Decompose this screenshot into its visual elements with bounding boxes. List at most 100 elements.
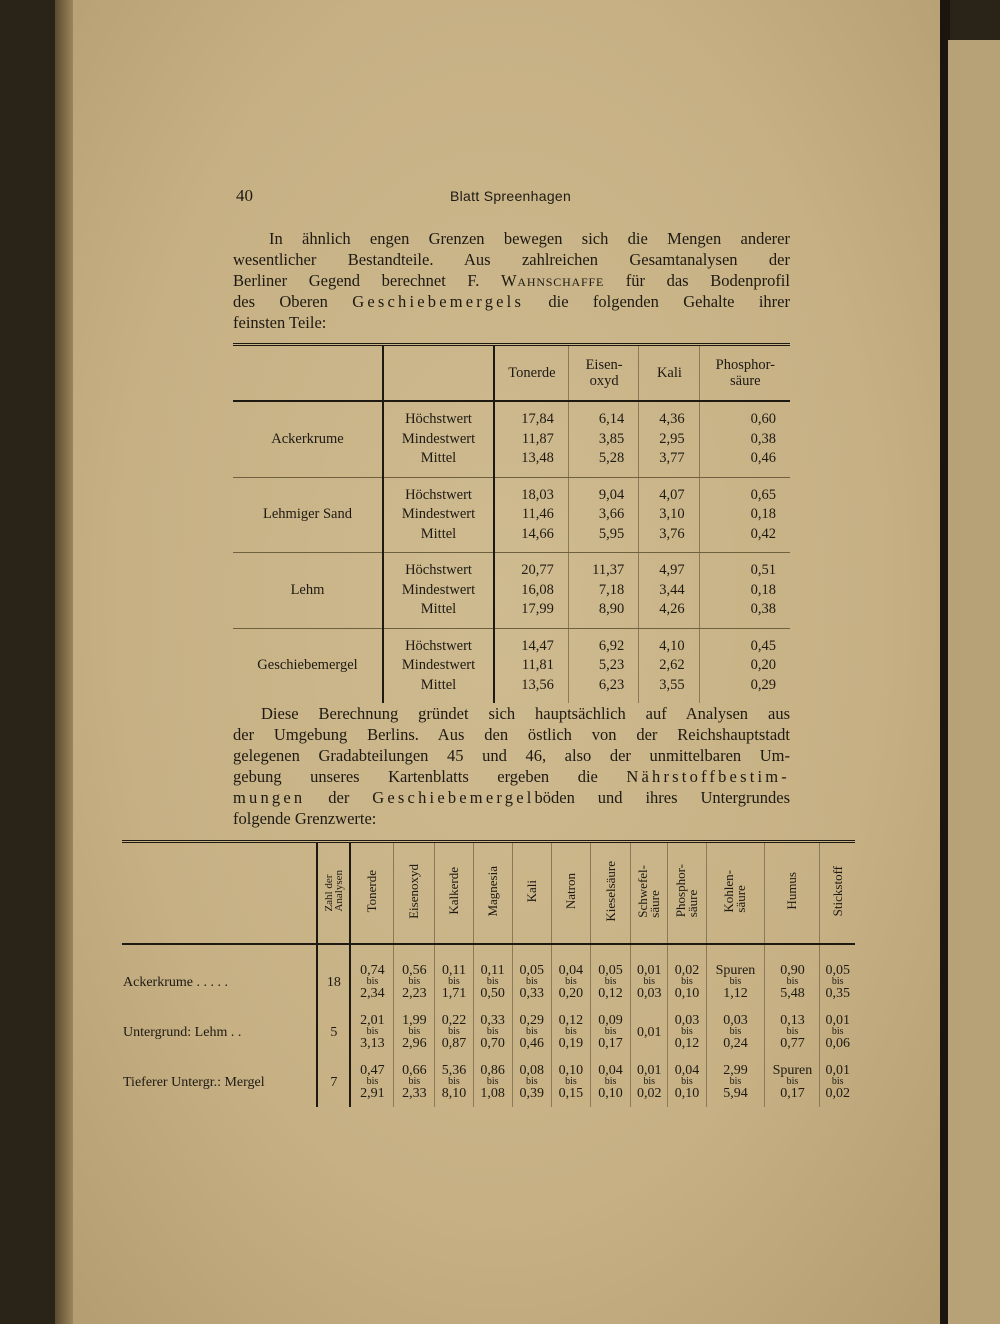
row-label: Mittel (420, 450, 457, 466)
text-segment: mungen (233, 788, 306, 807)
range-min: 2,99 (723, 1063, 748, 1078)
range-min: 0,86 (480, 1063, 505, 1078)
value: 3,77 (659, 450, 685, 466)
range-max: 1,12 (723, 986, 748, 1001)
range-cell: 0,04 bis 0,10 (590, 1057, 632, 1107)
range-max: 0,19 (558, 1036, 584, 1051)
text-segment: Wahnschaffe (501, 271, 605, 290)
range-max: 1,08 (480, 1086, 505, 1101)
range-min: Spuren (715, 963, 756, 978)
column-header-text: Tonerde (364, 869, 380, 913)
paragraph-intro: In ähnlich engen Grenzen bewegen sich di… (233, 228, 790, 333)
value: 6,14 (598, 411, 625, 427)
range-word: bis (831, 976, 844, 987)
column-header: Kali (638, 344, 700, 402)
range-max: 0,15 (558, 1086, 584, 1101)
column-header: Schwefel- säure (630, 841, 669, 945)
group-label: Lehm (233, 552, 384, 629)
text-segment: Diese Berechnung gründet sich hauptsächl… (261, 704, 790, 723)
value: 7,18 (598, 581, 625, 598)
range-max: 0,06 (825, 1036, 850, 1051)
text-line: gelegenen Gradabteilungen 45 und 46, als… (233, 745, 790, 766)
range-max: 0,77 (780, 1036, 805, 1051)
value: 0,45 (750, 637, 776, 654)
column-header (122, 841, 319, 945)
row-label: Untergrund: Lehm . . (122, 1007, 319, 1057)
range-cell: 2,99 bis 5,94 (706, 1057, 766, 1107)
range-word: bis (486, 1026, 499, 1037)
column-header-text: Eisenoxyd (406, 863, 422, 919)
range-cell: 0,02 bis 0,10 (667, 944, 707, 1007)
range-word: bis (525, 1076, 538, 1087)
range-max: 0,12 (674, 1036, 700, 1051)
table-row: Geschiebemergel Höchstwert Mindestwert Mitt… (233, 628, 790, 703)
range-min: 0,33 (480, 1013, 505, 1028)
value: 9,04 (598, 486, 625, 503)
range-max: 0,46 (519, 1036, 545, 1051)
range-max: 2,96 (402, 1036, 427, 1051)
page-gutter (940, 0, 950, 1324)
range-word: bis (408, 976, 421, 987)
row-label: Mindestwert (401, 430, 476, 447)
range-cell: 0,05 bis 0,12 (590, 944, 632, 1007)
paragraph-nutrient: Diese Berechnung gründet sich hauptsächl… (233, 703, 790, 829)
range-word: bis (729, 976, 742, 987)
range-max: 0,50 (480, 986, 505, 1001)
range-cell: 0,09 bis 0,17 (590, 1007, 632, 1057)
range-min: 0,01 (636, 1063, 662, 1078)
column-header (233, 344, 384, 402)
range-word: bis (565, 1076, 577, 1087)
range-cell: 0,01 bis 0,06 (820, 1007, 855, 1057)
range-cell: 0,29 bis 0,46 (512, 1007, 552, 1057)
column-header: Tonerde (494, 344, 569, 402)
range-cell: 0,03 bis 0,24 (706, 1007, 766, 1057)
range-cell: 1,99 bis 2,96 (393, 1007, 436, 1057)
value-cell: 9,04 3,66 5,95 (568, 477, 640, 553)
column-header: Phosphor- säure (667, 841, 707, 945)
range-min: 0,04 (598, 1063, 623, 1078)
range-max: 0,02 (636, 1086, 662, 1101)
range-word: bis (604, 1076, 617, 1087)
column-header: Phosphor- säure (699, 344, 790, 402)
range-min: 0,29 (519, 1013, 545, 1028)
range-cell: 0,11 bis 1,71 (434, 944, 474, 1007)
range-cell: 0,01 bis 0,02 (820, 1057, 855, 1107)
value: 16,08 (521, 581, 554, 598)
range-cell: 0,66 bis 2,33 (393, 1057, 436, 1107)
value: 0,51 (750, 562, 776, 578)
range-min: 0,05 (598, 963, 623, 978)
row-labels: Höchstwert Mindestwert Mittel (383, 401, 495, 478)
range-min: 0,74 (360, 963, 385, 978)
table-row: Lehmiger Sand Höchstwert Mindestwert Mittel… (233, 477, 790, 553)
value: 0,18 (750, 581, 776, 598)
value: 3,55 (659, 676, 685, 693)
range-max: 0,10 (674, 1086, 700, 1101)
range-max: 0,10 (674, 986, 700, 1001)
value: 3,85 (598, 430, 625, 447)
range-min: 0,01 (825, 1063, 850, 1078)
column-header: Tonerde (350, 841, 395, 945)
value-cell: 18,03 11,46 14,66 (494, 477, 569, 553)
value-cell: 4,07 3,10 3,76 (638, 477, 700, 553)
value: 3,66 (598, 506, 625, 522)
range-cell: 0,11 bis 0,50 (473, 944, 513, 1007)
value: 0,29 (750, 676, 776, 693)
range-min: 0,11 (441, 963, 466, 978)
range-cell: Spuren bis 0,17 (764, 1057, 821, 1107)
text-segment: In ähnlich engen Grenzen bewegen sich di… (269, 229, 790, 248)
range-max: 0,12 (598, 986, 623, 1001)
text-line: feinsten Teile: (233, 312, 790, 333)
range-word: bis (786, 1026, 799, 1037)
column-header-text: Humus (784, 872, 800, 910)
range-word: bis (408, 1026, 421, 1037)
value-cell: 14,47 11,81 13,56 (494, 628, 569, 703)
value-cell: 4,36 2,95 3,77 (638, 401, 700, 478)
range-min: 0,04 (558, 963, 584, 978)
value: 0,42 (750, 525, 776, 542)
row-label: Höchstwert (405, 637, 472, 654)
column-header: Eisenoxyd (393, 841, 436, 945)
range-word: bis (831, 1026, 844, 1037)
range-min: 0,03 (674, 1013, 700, 1028)
value: 17,84 (521, 411, 554, 427)
value: 3,44 (659, 581, 685, 598)
